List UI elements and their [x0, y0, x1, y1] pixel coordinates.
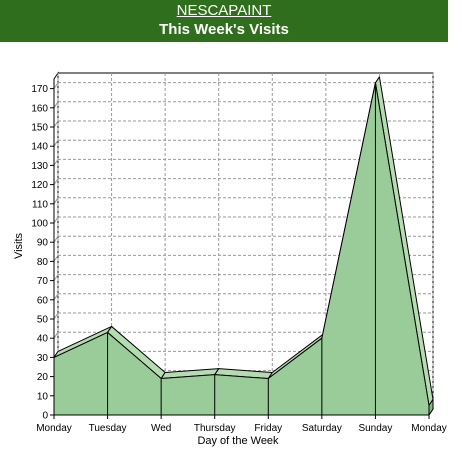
x-tick-label: Thursday — [194, 423, 236, 434]
y-gridline-wall — [53, 178, 59, 185]
y-gridline-wall — [53, 235, 59, 243]
x-tick-labels: Monday Tuesday Wed Thursday Friday Saturday Su… — [36, 423, 447, 434]
y-tick-label: 50 — [37, 315, 49, 326]
y-tick-label: 70 — [37, 276, 49, 287]
y-gridline-wall — [53, 331, 59, 339]
y-gridline-wall — [53, 159, 59, 166]
y-tick-label: 80 — [37, 257, 49, 268]
y-gridline-wall — [53, 82, 59, 89]
y-tick-label: 160 — [31, 103, 48, 114]
x-axis-title: Day of the Week — [197, 435, 279, 447]
chart-area-series — [53, 76, 434, 417]
y-gridline-wall — [53, 293, 59, 301]
y-tick-label: 100 — [31, 219, 48, 230]
y-gridline-wall — [53, 255, 59, 262]
y-gridline-wall — [53, 101, 59, 109]
y-gridline-wall — [53, 216, 59, 224]
chart-axes — [50, 79, 430, 419]
site-name-link[interactable]: NESCAPAINT — [176, 2, 272, 19]
x-tick-label: Wed — [151, 423, 171, 434]
y-tick-label: 0 — [42, 411, 48, 422]
y-tick-label: 10 — [37, 391, 49, 402]
y-gridline-wall — [53, 197, 59, 205]
report-header: NESCAPAINT This Week's Visits — [0, 0, 448, 42]
x-tick-label: Sunday — [358, 423, 392, 434]
x-tick-label: Saturday — [302, 423, 342, 434]
x-tick-label: Monday — [411, 423, 447, 434]
y-tick-label: 130 — [31, 161, 48, 172]
x-tick-label: Friday — [254, 423, 282, 434]
y-gridline-wall — [53, 274, 59, 281]
chart-title: This Week's Visits — [159, 21, 289, 38]
y-tick-label: 90 — [37, 238, 49, 249]
y-tick-label: 110 — [32, 199, 48, 210]
x-tick-label: Tuesday — [89, 423, 127, 434]
y-tick-label: 120 — [31, 180, 48, 191]
y-axis-title: Visits — [13, 232, 25, 259]
y-tick-label: 60 — [37, 295, 49, 306]
y-gridline-wall — [53, 139, 59, 147]
visits-area-chart: 0 10 20 30 40 50 60 70 80 90 100 110 120 130 140 150 160… — [13, 71, 447, 447]
y-gridline-wall — [53, 312, 59, 320]
y-tick-label: 140 — [31, 142, 48, 153]
y-tick-label: 20 — [37, 372, 49, 383]
x-tick-label: Monday — [36, 423, 72, 434]
y-tick-label: 170 — [31, 84, 48, 95]
y-gridline-wall — [53, 120, 59, 128]
y-tick-label: 30 — [37, 353, 49, 364]
y-tick-labels: 0 10 20 30 40 50 60 70 80 90 100 110 120 130 140 150 160… — [31, 84, 48, 421]
y-tick-label: 150 — [31, 123, 48, 134]
y-tick-label: 40 — [37, 334, 49, 345]
